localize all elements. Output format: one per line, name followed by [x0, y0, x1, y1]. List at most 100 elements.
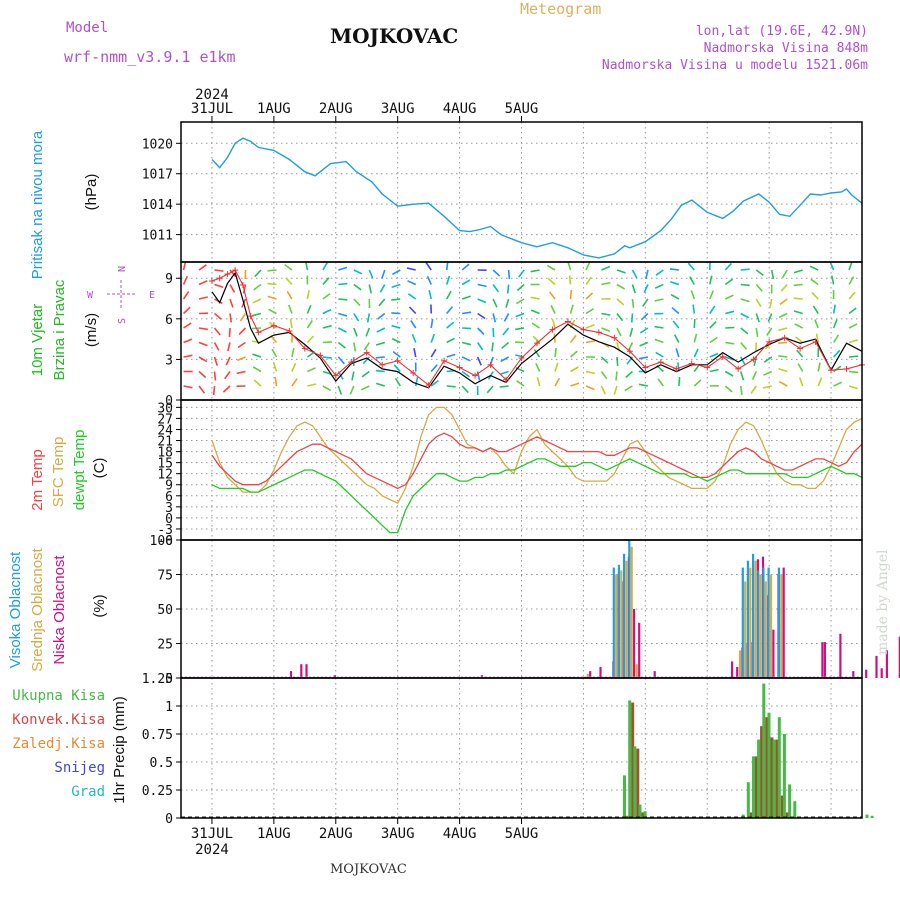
- wind-barb: [242, 284, 247, 294]
- wind-barb: [229, 313, 233, 323]
- high-cloud-axis-title: Visoka Oblacnost: [7, 551, 24, 668]
- footer-station: MOJKOVAC: [330, 862, 407, 877]
- wind-barb: [425, 262, 432, 271]
- wind-barb: [766, 327, 773, 336]
- wind-barb: [569, 350, 578, 358]
- cloud-low-bar: [865, 669, 868, 678]
- cloud-high-bar: [752, 553, 755, 678]
- wind-barb: [499, 385, 509, 388]
- cloud-mid-bar: [635, 664, 638, 678]
- wind-barb: [198, 385, 206, 394]
- wind-barb: [322, 308, 332, 315]
- wind-gust-marker: [595, 329, 602, 336]
- wind-barb: [183, 306, 191, 315]
- wind-barb: [307, 367, 316, 373]
- cloud-low-bar: [289, 671, 293, 678]
- cloud-high-bar: [777, 567, 780, 678]
- wind-barb: [322, 261, 329, 271]
- wind-barb: [625, 370, 633, 379]
- y-tick-label: 12: [157, 468, 173, 483]
- cloud-low-bar: [823, 642, 826, 678]
- wind-barb: [214, 283, 224, 289]
- wind-gust-marker: [673, 365, 680, 372]
- bottom-year-label: 2024: [195, 842, 229, 858]
- wind-barb: [570, 382, 580, 387]
- wind-barb: [833, 365, 842, 373]
- wind-barb: [360, 385, 370, 391]
- conv-precip-bar: [760, 726, 764, 818]
- total-precip-bar: [772, 739, 776, 818]
- wind-barb: [353, 283, 362, 291]
- wind-barb: [624, 385, 633, 392]
- cloud-low-bar: [880, 668, 883, 678]
- wind-barb: [430, 348, 437, 358]
- wind-barb: [183, 385, 193, 389]
- y-tick-label: 9: [165, 479, 173, 494]
- wind-barb: [286, 290, 293, 300]
- total-precip-bar: [767, 712, 771, 818]
- wind-barb: [505, 298, 510, 308]
- wind-barb: [500, 356, 509, 363]
- wind-barb: [376, 327, 386, 333]
- wind-barb: [724, 385, 733, 393]
- wind-gust-marker: [379, 361, 386, 368]
- wind-barb: [392, 269, 401, 276]
- wind-barb: [491, 342, 494, 352]
- wind-barb: [654, 283, 664, 289]
- wind-barb: [406, 267, 416, 271]
- wind-gust-marker: [232, 267, 239, 274]
- wind-barb: [391, 324, 401, 329]
- total-precip-bar: [762, 683, 766, 818]
- y-tick-label: 21: [157, 435, 173, 450]
- wind-barb: [477, 327, 485, 335]
- wind-barb: [709, 321, 717, 329]
- wind-gust-marker: [208, 277, 215, 284]
- conv-precip-bar: [775, 739, 779, 818]
- wind-barb: [640, 312, 649, 321]
- top-date-label: 4AUG: [443, 101, 477, 117]
- wind-barb: [183, 338, 193, 344]
- top-date-label: 1AUG: [257, 101, 291, 117]
- wind-barb: [551, 319, 556, 329]
- wind-gust-line: [211, 269, 863, 386]
- y-tick-label: 25: [157, 638, 173, 653]
- wind-gust-marker: [704, 364, 711, 371]
- wind-barb: [778, 380, 788, 387]
- wind-barb: [428, 290, 432, 300]
- wind-gust-marker: [642, 364, 649, 371]
- wind-barb: [770, 269, 775, 279]
- wind-barb: [461, 341, 472, 346]
- wind-barb: [809, 265, 819, 271]
- wind-barb: [518, 269, 525, 278]
- wind-barb: [183, 354, 193, 358]
- cloud-low-bar: [852, 671, 855, 678]
- wind-barb: [375, 382, 386, 387]
- wind-barb: [673, 334, 680, 343]
- conv-precip-bar: [636, 748, 640, 818]
- wind-barb: [268, 308, 277, 315]
- wind-barb: [687, 262, 695, 271]
- frame-layer: [107, 116, 863, 824]
- wind-barb: [363, 342, 370, 351]
- y-tick-label: 24: [157, 423, 173, 438]
- wind-barb: [810, 278, 819, 286]
- wind-barb: [338, 312, 348, 317]
- wind-barb: [585, 385, 595, 391]
- total-precip-bar: [746, 782, 750, 818]
- compass-e: E: [149, 290, 155, 301]
- wind-barb: [461, 356, 471, 362]
- wind-barb: [507, 269, 511, 280]
- wind-barb: [291, 378, 298, 387]
- wind-barb: [306, 335, 315, 344]
- wind-barb: [236, 356, 246, 362]
- wind-barb: [739, 385, 743, 396]
- wind-barb: [291, 362, 297, 372]
- wind-barb: [365, 327, 371, 337]
- wind-barb: [616, 327, 622, 337]
- wind-gust-marker: [843, 365, 850, 372]
- wind-barb: [462, 311, 472, 315]
- cloud-mid-bar: [738, 650, 742, 678]
- wind-barb: [615, 371, 618, 381]
- wind-gust-marker: [255, 329, 262, 336]
- wind-barb: [213, 342, 220, 351]
